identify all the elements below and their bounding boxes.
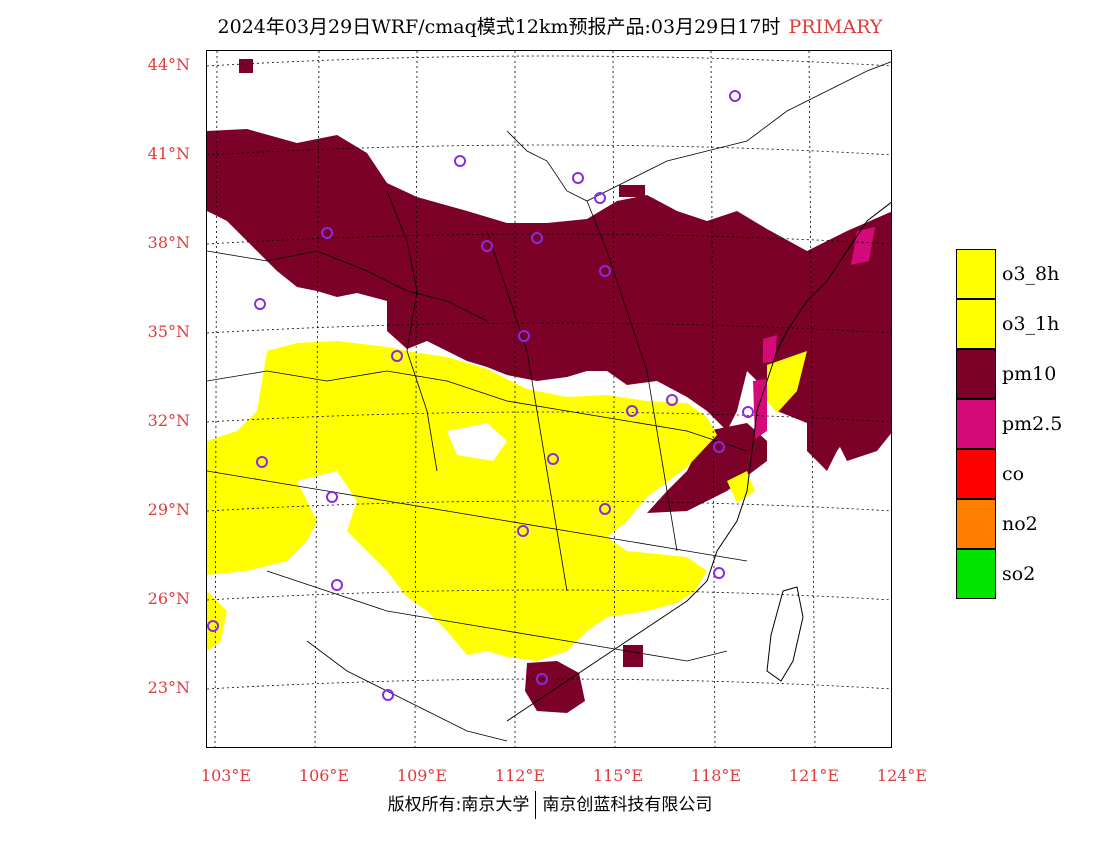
lat-label-23: 23°N: [147, 678, 190, 697]
pm10-region-south: [525, 661, 585, 713]
legend-swatch: [956, 399, 996, 449]
copyright-footer: 版权所有:南京大学 南京创蓝科技有限公司: [0, 790, 1100, 819]
lon-label-106: 106°E: [298, 766, 350, 785]
legend-label: no2: [1002, 513, 1038, 535]
pm10-patch-beijing: [619, 185, 645, 197]
station-marker: [536, 673, 548, 685]
legend-label: o3_1h: [1002, 313, 1060, 335]
pm10-patch-south2: [623, 645, 643, 667]
station-marker: [331, 579, 343, 591]
station-marker: [626, 405, 638, 417]
lon-label-124: 124°E: [876, 766, 928, 785]
legend-label: pm10: [1002, 363, 1057, 385]
title-main: 2024年03月29日WRF/cmaq模式12km预报产品:03月29日17时: [217, 16, 781, 38]
station-marker: [599, 503, 611, 515]
legend-swatch: [956, 249, 996, 299]
lon-label-118: 118°E: [690, 766, 742, 785]
station-marker: [713, 441, 725, 453]
legend-swatch: [956, 299, 996, 349]
station-marker: [666, 394, 678, 406]
legend-swatch: [956, 449, 996, 499]
lat-label-29: 29°N: [147, 500, 190, 519]
graticule: [207, 51, 891, 747]
station-marker: [599, 265, 611, 277]
lon-label-121: 121°E: [788, 766, 840, 785]
clean-area-sichuan: [297, 471, 357, 531]
station-marker: [518, 330, 530, 342]
pm10-region-east: [837, 352, 891, 461]
station-marker: [391, 350, 403, 362]
station-marker: [326, 491, 338, 503]
station-markers: [207, 90, 754, 701]
coastline: [506, 201, 891, 722]
clean-area-central: [447, 423, 507, 461]
lat-label-41: 41°N: [147, 144, 190, 163]
copyright-company: 南京创蓝科技有限公司: [542, 795, 713, 815]
pm25-region-south: [753, 379, 767, 439]
lat-label-32: 32°N: [147, 411, 190, 430]
title-tag: PRIMARY: [788, 16, 883, 38]
station-marker: [713, 567, 725, 579]
station-marker: [454, 155, 466, 167]
station-marker: [531, 232, 543, 244]
lat-label-38: 38°N: [147, 233, 190, 252]
station-marker: [517, 525, 529, 537]
lon-label-109: 109°E: [396, 766, 448, 785]
map-title: 2024年03月29日WRF/cmaq模式12km预报产品:03月29日17时 P…: [0, 12, 1100, 39]
station-marker: [207, 620, 219, 632]
station-marker: [594, 192, 606, 204]
lat-label-26: 26°N: [147, 589, 190, 608]
legend-label: o3_8h: [1002, 263, 1060, 285]
lon-label-103: 103°E: [200, 766, 252, 785]
lat-label-44: 44°N: [147, 55, 190, 74]
lon-label-112: 112°E: [494, 766, 546, 785]
station-marker: [481, 240, 493, 252]
province-boundaries: [207, 61, 891, 742]
station-marker: [254, 298, 266, 310]
legend-label: so2: [1002, 563, 1036, 585]
lat-label-35: 35°N: [147, 322, 190, 341]
pm10-region-north: [207, 129, 891, 471]
legend-swatch: [956, 499, 996, 549]
pm25-region-east: [763, 335, 777, 363]
footer-divider: [535, 791, 537, 819]
o3-region-west: [207, 591, 227, 651]
station-marker: [321, 227, 333, 239]
map-frame: [206, 50, 892, 748]
pm10-region-coast: [647, 423, 767, 513]
taiwan-outline: [766, 586, 804, 682]
legend-swatch: [956, 349, 996, 399]
legend-swatch: [956, 549, 996, 599]
pm10-patch-ne: [239, 59, 253, 73]
o3-region-coast: [767, 351, 807, 413]
station-marker: [742, 406, 754, 418]
legend-label: pm2.5: [1002, 413, 1063, 435]
station-marker: [547, 453, 559, 465]
station-marker: [382, 689, 394, 701]
station-marker: [572, 172, 584, 184]
lon-label-115: 115°E: [592, 766, 644, 785]
o3-region-central: [207, 341, 717, 661]
map-canvas: [207, 51, 891, 747]
station-marker: [729, 90, 741, 102]
legend-label: co: [1002, 463, 1025, 485]
copyright-owner: 版权所有:南京大学: [387, 795, 530, 815]
station-marker: [256, 456, 268, 468]
